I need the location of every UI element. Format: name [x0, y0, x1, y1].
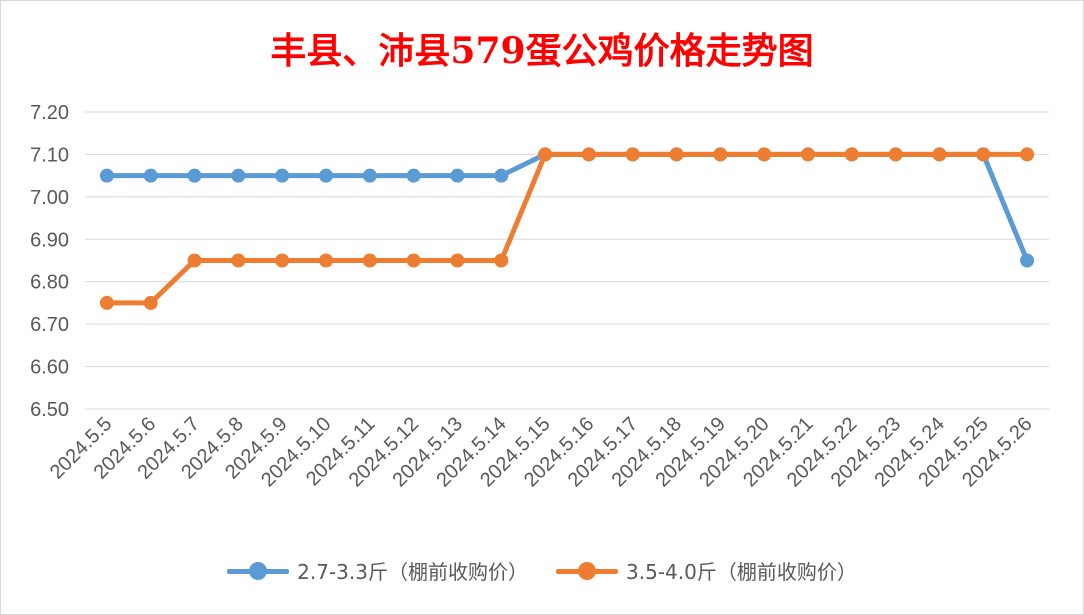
series-2-point-9 [494, 253, 509, 268]
series-2-point-2 [187, 253, 202, 268]
series-2-point-11 [581, 147, 596, 162]
series-2-point-1 [143, 295, 158, 310]
legend-swatch-series-2 [556, 561, 618, 580]
series-1-point-21 [1020, 253, 1035, 268]
legend: 2.7-3.3斤（棚前收购价） 3.5-4.0斤（棚前收购价） [0, 556, 1084, 585]
series-2-point-16 [801, 147, 815, 162]
series-2-point-8 [450, 253, 465, 268]
series-2-point-12 [625, 147, 640, 162]
legend-label-series-2: 3.5-4.0斤（棚前收购价） [626, 560, 857, 584]
series-1-point-3 [231, 168, 246, 183]
series-2-point-4 [275, 253, 290, 268]
series-1-point-9 [494, 168, 509, 183]
series-1-point-7 [406, 168, 421, 183]
series-2-point-10 [538, 147, 553, 162]
series-2-point-20 [976, 147, 991, 162]
series-2-point-6 [362, 253, 377, 268]
series-1-point-1 [143, 168, 158, 183]
series-1-point-8 [450, 168, 465, 183]
series-1-point-2 [187, 168, 202, 183]
series-1-point-5 [319, 168, 333, 183]
legend-label-series-1: 2.7-3.3斤（棚前收购价） [297, 560, 528, 584]
series-2-point-7 [406, 253, 421, 268]
series-2-point-14 [713, 147, 728, 162]
series-2-point-5 [319, 253, 333, 268]
series-2-point-13 [669, 147, 684, 162]
legend-item-series-1: 2.7-3.3斤（棚前收购价） [227, 556, 528, 585]
series-2-point-18 [888, 147, 903, 162]
series-1-point-4 [275, 168, 290, 183]
series-2-point-15 [757, 147, 772, 162]
y-tick-label-4: 6.90 [30, 229, 69, 251]
series-2-point-17 [844, 147, 859, 162]
legend-item-series-2: 3.5-4.0斤（棚前收购价） [556, 556, 857, 585]
series-2-point-0 [99, 295, 114, 310]
series-1-point-6 [362, 168, 377, 183]
y-tick-label-3: 6.80 [30, 272, 69, 294]
y-tick-label-5: 7.00 [30, 187, 69, 209]
legend-swatch-series-1 [227, 561, 290, 580]
y-tick-label-2: 6.70 [30, 314, 69, 336]
series-1-line [104, 151, 1030, 263]
y-tick-label-7: 7.20 [30, 102, 69, 124]
series-2-point-3 [231, 253, 246, 268]
y-tick-label-6: 7.10 [30, 144, 69, 166]
chart-title: 丰县、沛县579蛋公鸡价格走势图 [270, 30, 814, 72]
y-tick-label-1: 6.60 [30, 357, 69, 379]
series-1-point-0 [99, 168, 114, 183]
series-2-point-21 [1020, 147, 1035, 162]
series-2-line [104, 151, 1030, 306]
series-2-point-19 [932, 147, 947, 162]
y-tick-label-0: 6.50 [30, 399, 69, 421]
